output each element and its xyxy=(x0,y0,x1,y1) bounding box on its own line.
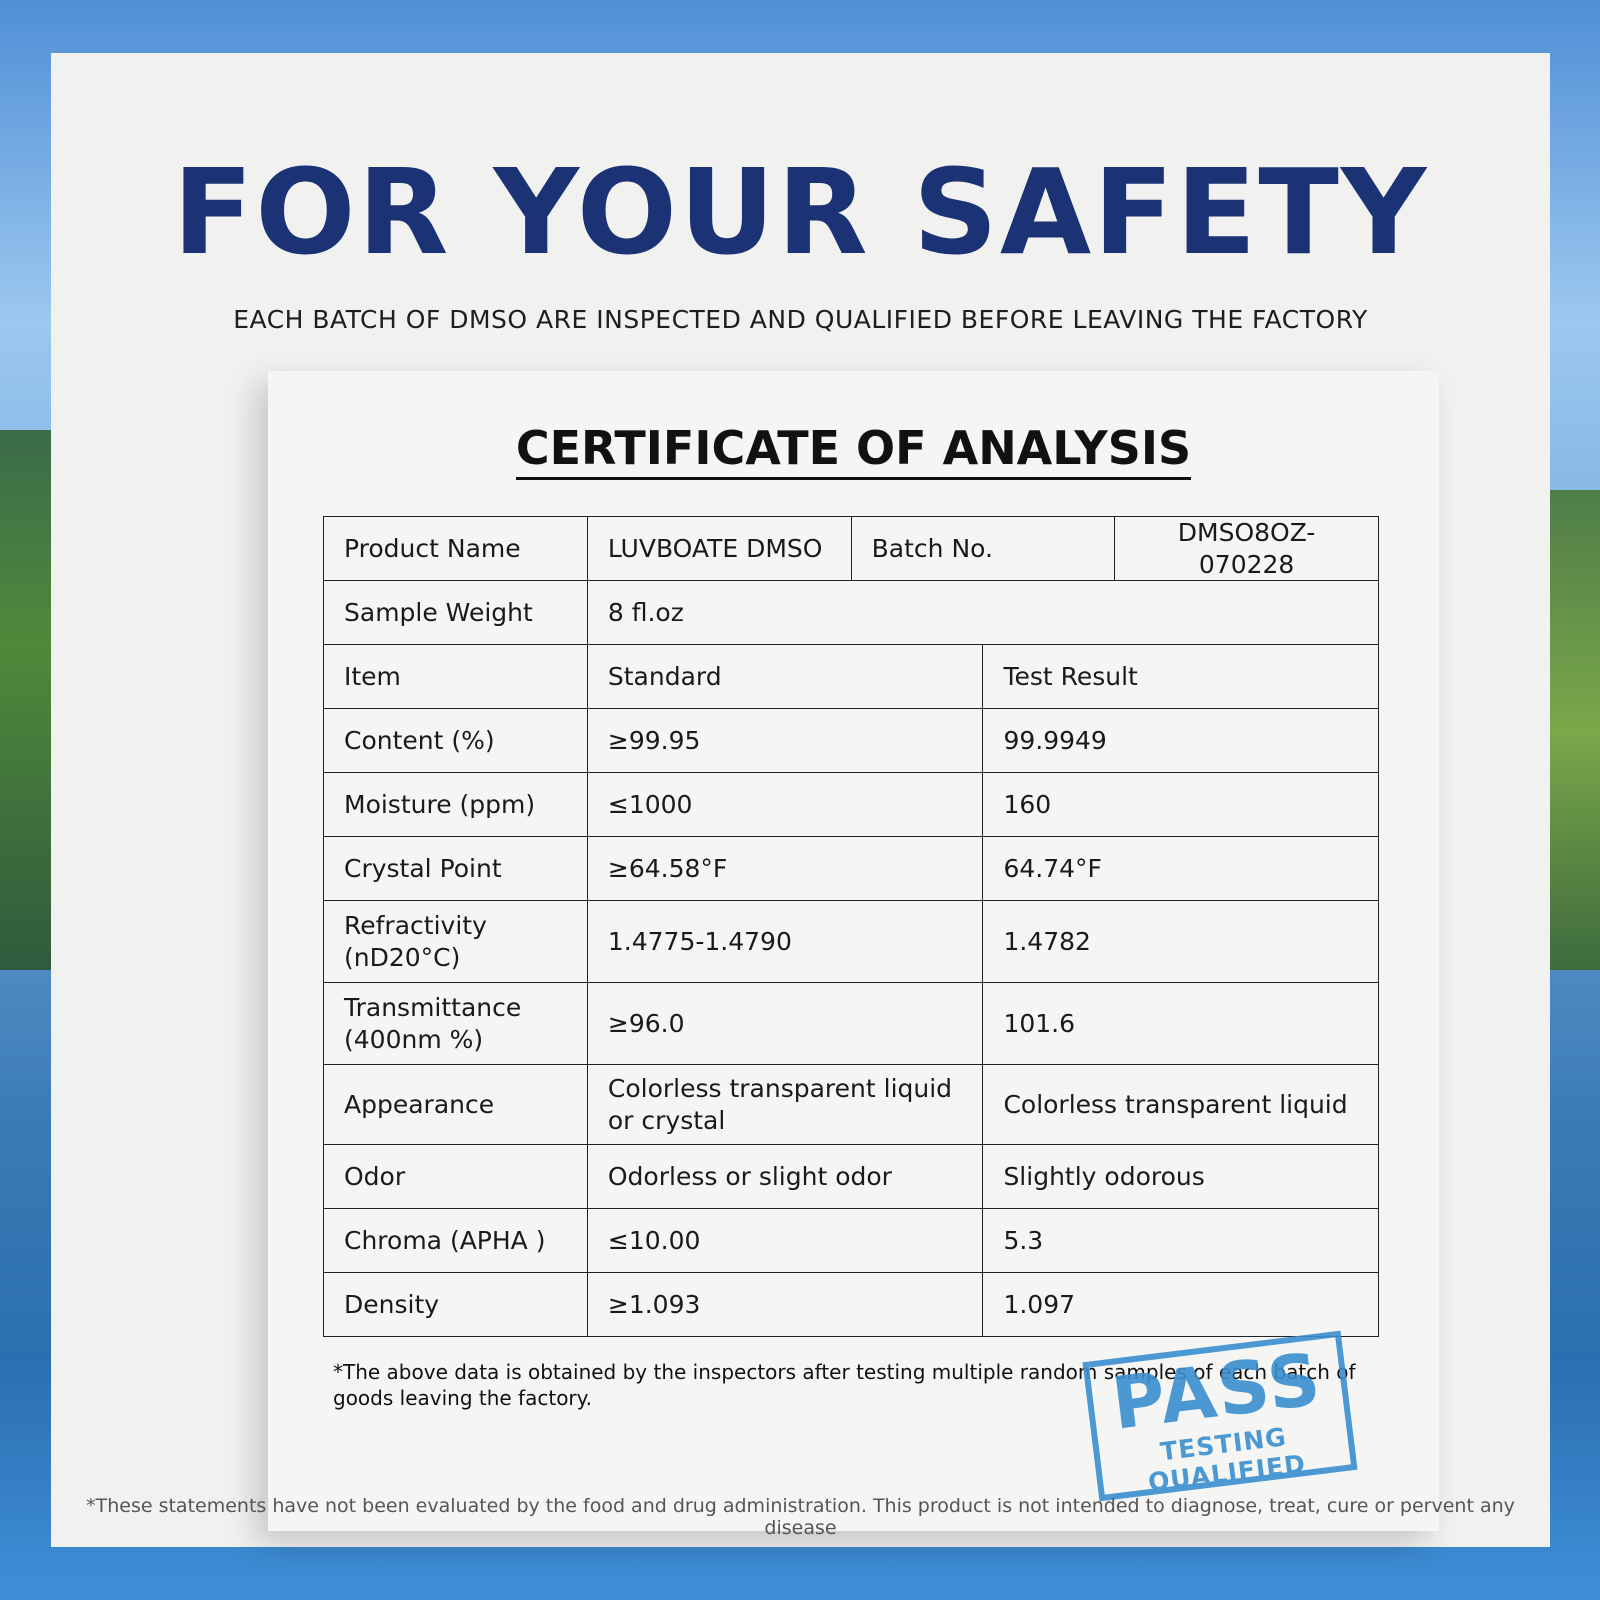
table-row: Sample Weight 8 fl.oz xyxy=(323,580,1380,645)
cell: Crystal Point xyxy=(323,836,588,901)
cell: Moisture (ppm) xyxy=(323,772,588,837)
cell: Product Name xyxy=(323,516,588,581)
cell: Batch No. xyxy=(850,516,1116,581)
cell: ≤10.00 xyxy=(586,1208,984,1273)
table-row: Transmittance (400nm %) ≥96.0 101.6 xyxy=(323,982,1379,1065)
table-row: Refractivity (nD20°C) 1.4775-1.4790 1.4782 xyxy=(323,900,1379,983)
cell: ≥1.093 xyxy=(586,1272,984,1337)
table-row: Odor Odorless or slight odor Slightly odor… xyxy=(323,1144,1379,1209)
cell: 1.4782 xyxy=(982,900,1379,983)
table-row: Density ≥1.093 1.097 xyxy=(323,1272,1379,1337)
background-mountain-right xyxy=(1540,490,1600,970)
header-cell: Standard xyxy=(586,644,984,709)
cell: ≤1000 xyxy=(586,772,984,837)
card: FOR YOUR SAFETY EACH BATCH OF DMSO ARE I… xyxy=(51,53,1550,1547)
footnote: *The above data is obtained by the inspe… xyxy=(333,1360,1356,1410)
table-header-row: Item Standard Test Result xyxy=(323,644,1379,709)
disclaimer: *These statements have not been evaluate… xyxy=(86,1495,1515,1539)
cell: Slightly odorous xyxy=(982,1144,1379,1209)
certificate-paper: CERTIFICATE OF ANALYSIS Product Name LUV… xyxy=(268,371,1439,1531)
cell: Sample Weight xyxy=(323,580,588,645)
subtitle: EACH BATCH OF DMSO ARE INSPECTED AND QUA… xyxy=(233,305,1368,334)
cell: ≥99.95 xyxy=(586,708,984,773)
cell: 1.097 xyxy=(982,1272,1379,1337)
analysis-table: Product Name LUVBOATE DMSO Batch No. DMS… xyxy=(323,516,1380,1337)
table-row: Product Name LUVBOATE DMSO Batch No. DMS… xyxy=(323,516,1379,581)
cell: ≥64.58°F xyxy=(586,836,984,901)
cell: 99.9949 xyxy=(982,708,1379,773)
table-row: Appearance Colorless transparent liquid o… xyxy=(323,1064,1379,1145)
header-cell: Test Result xyxy=(982,644,1379,709)
cell: 5.3 xyxy=(982,1208,1379,1273)
header-cell: Item xyxy=(323,644,588,709)
cell: Chroma (APHA ) xyxy=(323,1208,588,1273)
cell: Transmittance (400nm %) xyxy=(323,982,588,1065)
table-row: Content (%) ≥99.95 99.9949 xyxy=(323,708,1379,773)
cell: Odorless or slight odor xyxy=(586,1144,984,1209)
cell: Refractivity (nD20°C) xyxy=(323,900,588,983)
cell: 64.74°F xyxy=(982,836,1379,901)
cell: ≥96.0 xyxy=(586,982,984,1065)
cell: LUVBOATE DMSO xyxy=(586,516,852,581)
cell: 160 xyxy=(982,772,1379,837)
pass-stamp: PASS TESTING QUALIFIED xyxy=(1082,1330,1358,1502)
page-title: FOR YOUR SAFETY xyxy=(172,143,1429,281)
cell: 101.6 xyxy=(982,982,1379,1065)
table-row: Crystal Point ≥64.58°F 64.74°F xyxy=(323,836,1379,901)
certificate-heading-text: CERTIFICATE OF ANALYSIS xyxy=(515,421,1192,480)
cell: Colorless transparent liquid xyxy=(982,1064,1379,1145)
cell: Density xyxy=(323,1272,588,1337)
table-row: Moisture (ppm) ≤1000 160 xyxy=(323,772,1379,837)
cell: 1.4775-1.4790 xyxy=(586,900,984,983)
cell: Odor xyxy=(323,1144,588,1209)
cell: 8 fl.oz xyxy=(586,580,1380,645)
background-mountain-left xyxy=(0,430,60,970)
cell: Colorless transparent liquid or crystal xyxy=(586,1064,984,1145)
cell: Appearance xyxy=(323,1064,588,1145)
cell: Content (%) xyxy=(323,708,588,773)
cell: DMSO8OZ-070228 xyxy=(1114,516,1379,581)
certificate-heading: CERTIFICATE OF ANALYSIS xyxy=(268,421,1439,480)
table-row: Chroma (APHA ) ≤10.00 5.3 xyxy=(323,1208,1379,1273)
